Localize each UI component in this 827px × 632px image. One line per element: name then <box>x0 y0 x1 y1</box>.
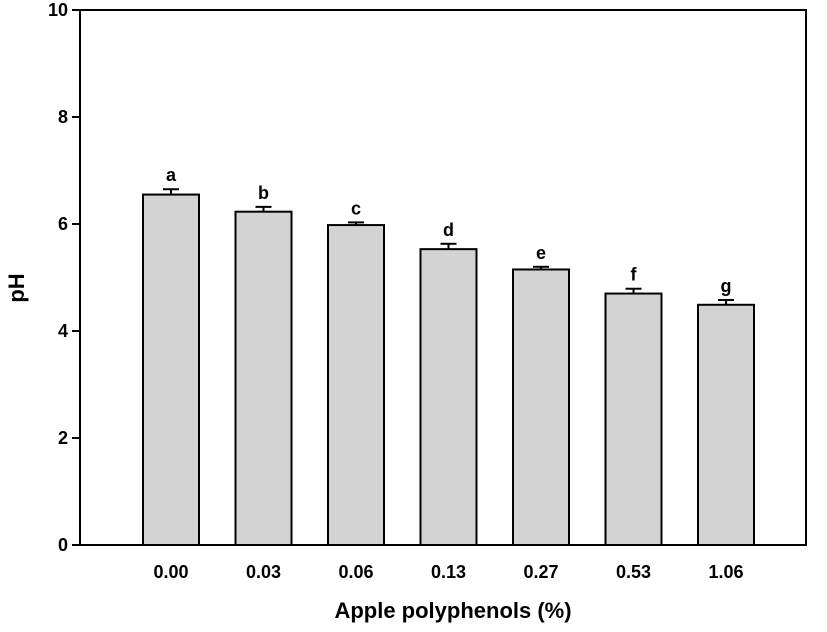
y-tick-label: 6 <box>58 214 68 234</box>
x-tick-label: 0.00 <box>153 562 188 582</box>
bar <box>327 224 385 546</box>
y-tick-label: 4 <box>58 321 68 341</box>
y-axis: 0 2 4 6 8 10 <box>48 0 80 555</box>
x-tick-label: 0.03 <box>246 562 281 582</box>
y-tick-label: 0 <box>58 535 68 555</box>
x-tick-label: 0.13 <box>431 562 466 582</box>
y-tick-label: 8 <box>58 107 68 127</box>
x-tick-label: 1.06 <box>708 562 743 582</box>
significance-letter: g <box>721 276 732 296</box>
bar-series: a b c d e f g <box>142 165 755 547</box>
significance-letter: a <box>166 165 177 185</box>
significance-letter: f <box>631 265 638 285</box>
significance-letter: b <box>258 183 269 203</box>
bar <box>142 193 200 546</box>
significance-letter: e <box>536 243 546 263</box>
bar <box>419 248 478 547</box>
bar <box>604 292 663 546</box>
x-tick-label: 0.06 <box>338 562 373 582</box>
plot-frame <box>79 9 807 546</box>
bar <box>697 303 755 546</box>
y-axis-title: pH <box>4 273 29 302</box>
y-tick-label: 2 <box>58 428 68 448</box>
significance-letter: d <box>443 220 454 240</box>
y-tick-label: 10 <box>48 0 68 20</box>
significance-letter: c <box>351 198 361 218</box>
x-tick-label: 0.27 <box>523 562 558 582</box>
x-tick-label: 0.53 <box>616 562 651 582</box>
bar <box>512 268 570 546</box>
y-axis-title-group: pH <box>4 273 29 302</box>
x-axis: 0.00 0.03 0.06 0.13 0.27 0.53 1.06 <box>153 562 743 582</box>
x-axis-title: Apple polyphenols (%) <box>334 598 571 623</box>
bar <box>234 210 293 546</box>
